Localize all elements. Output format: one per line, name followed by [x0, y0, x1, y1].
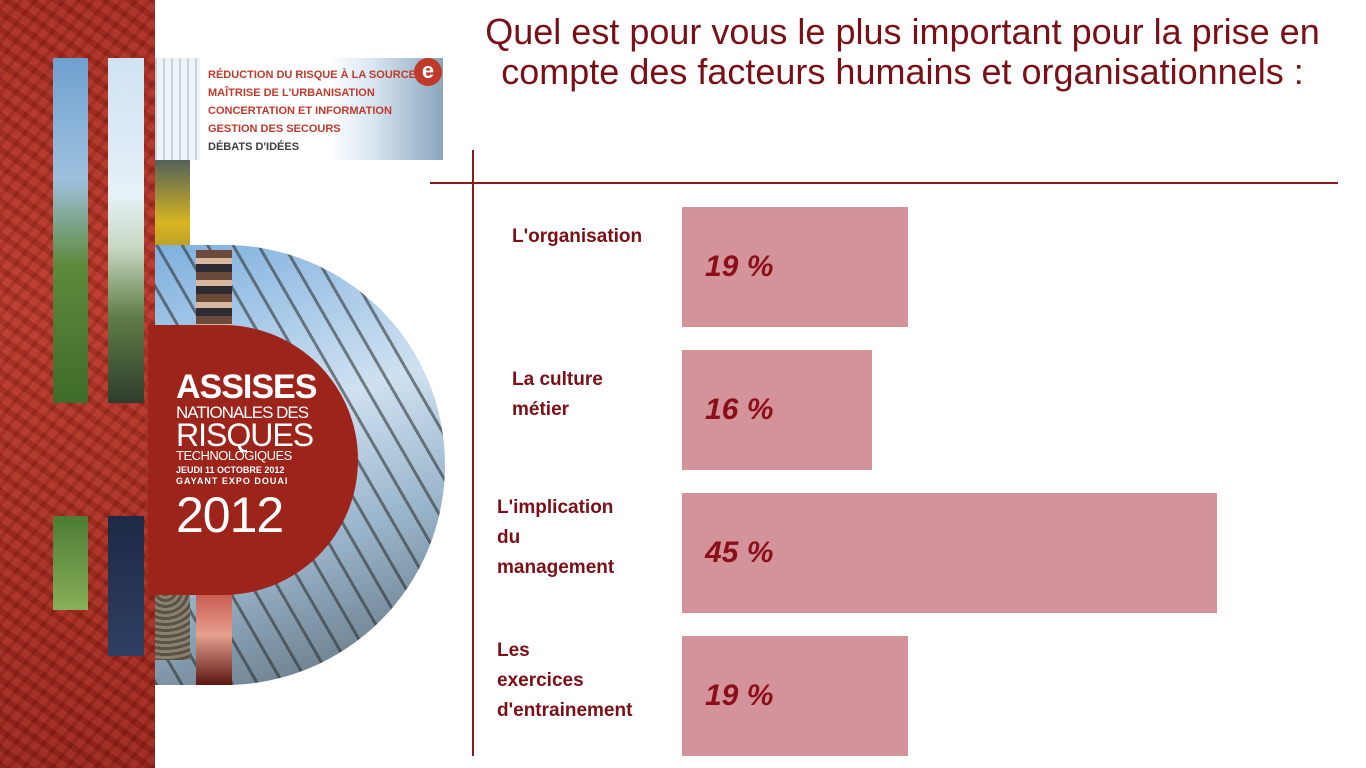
event-logo: ASSISES NATIONALES DES RISQUES TECHNOLOG…: [176, 370, 326, 543]
category-label: La culture métier: [512, 365, 603, 425]
logo-date: JEUDI 11 OCTOBRE 2012: [176, 465, 285, 475]
category-label-line: L'implication: [497, 497, 614, 518]
themes-grid-photo: [155, 58, 200, 160]
category-label-line: Les: [497, 640, 530, 661]
event-logo-disc: [148, 325, 358, 595]
logo-venue: GAYANT EXPO DOUAI: [176, 476, 289, 486]
category-label: Les exercices d'entrainement: [497, 636, 632, 726]
theme-item: DÉBATS D'IDÉES: [208, 141, 300, 153]
bar-value-label: 19 %: [705, 250, 774, 283]
poster-photo-strip: [53, 58, 88, 403]
logo-line: RISQUES: [176, 417, 314, 453]
bar-organisation: [682, 207, 908, 327]
logo-line: NATIONALES DES: [176, 403, 309, 422]
category-label-line: La culture: [512, 369, 603, 390]
bar-value-label: 45 %: [705, 536, 774, 569]
category-label-line: métier: [512, 399, 570, 420]
chart-title: Quel est pour vous le plus important pou…: [485, 11, 1320, 92]
category-label-line: du: [497, 527, 521, 548]
logo-line: ASSISES: [176, 368, 317, 406]
theme-item: RÉDUCTION DU RISQUE À LA SOURCE: [208, 69, 416, 81]
category-label: L'organisation: [512, 222, 642, 252]
theme-item: MAÎTRISE DE L'URBANISATION: [208, 87, 375, 99]
category-label-line: L'organisation: [512, 226, 643, 247]
category-label: L'implication du management: [497, 493, 614, 583]
vertical-axis-line: [472, 150, 474, 756]
horizontal-rule: [430, 182, 1338, 184]
category-label-line: management: [497, 557, 615, 578]
e-badge-logo: e: [414, 58, 442, 86]
category-label-line: exercices: [497, 670, 584, 691]
bar-value-label: 19 %: [705, 679, 774, 712]
themes-box: [155, 58, 443, 160]
theme-item: CONCERTATION ET INFORMATION: [208, 105, 392, 117]
bar-exercices-entrainement: [682, 636, 908, 756]
category-label-line: d'entrainement: [497, 700, 633, 721]
poster-photo-strip: [53, 516, 88, 610]
poster-photo-strip: [108, 516, 144, 656]
logo-line: TECHNOLOGIQUES: [176, 448, 292, 463]
logo-year: 2012: [176, 487, 284, 543]
bar-culture-metier: [682, 350, 872, 470]
bar-implication-management: [682, 493, 1217, 613]
themes-list: RÉDUCTION DU RISQUE À LA SOURCE MAÎTRISE…: [208, 66, 416, 156]
bar-value-label: 16 %: [705, 393, 774, 426]
poster-photo-strip: [108, 58, 144, 403]
theme-item: GESTION DES SECOURS: [208, 123, 341, 135]
